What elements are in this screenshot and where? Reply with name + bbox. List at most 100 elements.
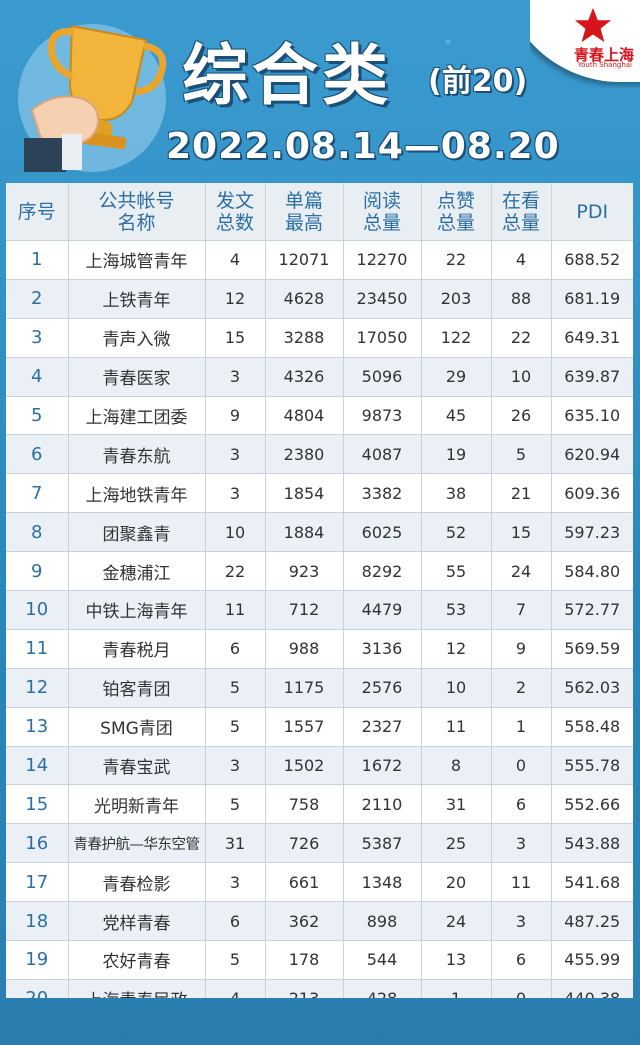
table-row: 15 光明新青年 5 758 2110 31 6 552.66 <box>6 784 633 824</box>
value-cell: 1175 <box>265 667 344 708</box>
value-cell: 3 <box>491 823 552 863</box>
value-cell: 52 <box>421 512 492 552</box>
account-name-cell: 青春检影 <box>68 862 206 902</box>
value-cell: 15 <box>491 512 552 552</box>
value-cell: 2380 <box>265 434 344 474</box>
column-header: 公共帐号 名称 <box>68 183 206 241</box>
value-cell: 558.48 <box>551 706 633 747</box>
account-name-cell: 青春医家 <box>68 356 206 397</box>
value-cell: 23450 <box>343 278 422 319</box>
value-cell: 620.94 <box>551 434 633 474</box>
value-cell: 543.88 <box>551 823 633 863</box>
value-cell: 5 <box>491 434 552 474</box>
value-cell: 584.80 <box>551 551 633 591</box>
date-range: 2022.08.14—08.20 <box>166 126 560 167</box>
column-header-line: PDI <box>576 200 609 223</box>
value-cell: 15 <box>205 317 266 358</box>
table-row: 1 上海城管青年 4 12071 12270 22 4 688.52 <box>6 240 633 280</box>
value-cell: 572.77 <box>551 590 633 630</box>
value-cell: 5387 <box>343 823 422 863</box>
value-cell: 661 <box>265 862 344 902</box>
value-cell: 26 <box>491 395 552 435</box>
value-cell: 562.03 <box>551 667 633 708</box>
table-row: 19 农好青春 5 178 544 13 6 455.99 <box>6 940 633 980</box>
table-body: 1 上海城管青年 4 12071 12270 22 4 688.52 2 上铁青年 12 4628 23… <box>6 240 633 1018</box>
column-header-line: 名称 <box>117 211 156 234</box>
value-cell: 12071 <box>265 240 344 280</box>
column-header: 序号 <box>6 183 69 241</box>
rank-cell: 13 <box>6 706 69 747</box>
account-name-cell: 农好青春 <box>68 940 206 980</box>
column-header-line: 在看 <box>501 189 540 212</box>
value-cell: 6 <box>491 940 552 980</box>
value-cell: 24 <box>421 901 492 941</box>
value-cell: 1 <box>491 706 552 747</box>
column-header-line: 总数 <box>215 211 254 234</box>
account-name-cell: 青春护航—华东空管 <box>68 823 206 863</box>
table-row: 11 青春税月 6 988 3136 12 9 569.59 <box>6 628 633 669</box>
value-cell: 1557 <box>265 706 344 747</box>
value-cell: 4087 <box>343 434 422 474</box>
value-cell: 3 <box>205 434 266 474</box>
value-cell: 712 <box>265 590 344 630</box>
value-cell: 29 <box>421 356 492 397</box>
value-cell: 2576 <box>343 667 422 708</box>
value-cell: 4479 <box>343 590 422 630</box>
value-cell: 45 <box>421 395 492 435</box>
value-cell: 1502 <box>265 745 344 785</box>
rank-cell: 8 <box>6 512 69 552</box>
column-header: 在看 总量 <box>491 183 552 241</box>
table-row: 9 金穗浦江 22 923 8292 55 24 584.80 <box>6 551 633 591</box>
value-cell: 555.78 <box>551 745 633 785</box>
rank-cell: 3 <box>6 317 69 358</box>
header: 综合类 (前20) 2022.08.14—08.20 青春上海 Youth Sh… <box>0 0 640 178</box>
table-row: 8 团聚鑫青 10 1884 6025 52 15 597.23 <box>6 512 633 552</box>
brand-logo-subtext: Youth Shanghai <box>577 61 632 69</box>
value-cell: 4326 <box>265 356 344 397</box>
value-cell: 5 <box>205 706 266 747</box>
value-cell: 2110 <box>343 784 422 824</box>
value-cell: 6 <box>205 901 266 941</box>
value-cell: 13 <box>421 940 492 980</box>
value-cell: 4804 <box>265 395 344 435</box>
value-cell: 7 <box>491 590 552 630</box>
value-cell: 1854 <box>265 473 344 513</box>
value-cell: 10 <box>421 667 492 708</box>
column-header-line: 阅读 <box>362 189 401 212</box>
brand-logo-text: 青春上海 <box>573 46 634 64</box>
value-cell: 635.10 <box>551 395 633 435</box>
value-cell: 3 <box>491 901 552 941</box>
table-row: 14 青春宝武 3 1502 1672 8 0 555.78 <box>6 745 633 785</box>
value-cell: 19 <box>421 434 492 474</box>
value-cell: 9 <box>491 628 552 669</box>
value-cell: 639.87 <box>551 356 633 397</box>
value-cell: 31 <box>421 784 492 824</box>
table-row: 12 铂客青团 5 1175 2576 10 2 562.03 <box>6 667 633 708</box>
ranking-table-container: 序号 公共帐号 名称 发文 总数 单篇 最高 阅读 总量 点赞 总量 在看 总量 PDI 1 上海城管青年 4… <box>6 183 633 1018</box>
account-name-cell: 青春税月 <box>68 628 206 669</box>
account-name-cell: 上海地铁青年 <box>68 473 206 513</box>
value-cell: 4628 <box>265 278 344 319</box>
table-row: 4 青春医家 3 4326 5096 29 10 639.87 <box>6 356 633 397</box>
account-name-cell: 铂客青团 <box>68 667 206 708</box>
value-cell: 3382 <box>343 473 422 513</box>
column-header: 发文 总数 <box>205 183 266 241</box>
value-cell: 2 <box>491 667 552 708</box>
value-cell: 923 <box>265 551 344 591</box>
account-name-cell: 团聚鑫青 <box>68 512 206 552</box>
column-header-line: 公共帐号 <box>98 189 175 212</box>
account-name-cell: 金穗浦江 <box>68 551 206 591</box>
value-cell: 10 <box>205 512 266 552</box>
value-cell: 9 <box>205 395 266 435</box>
value-cell: 53 <box>421 590 492 630</box>
value-cell: 3 <box>205 862 266 902</box>
value-cell: 6 <box>491 784 552 824</box>
value-cell: 1672 <box>343 745 422 785</box>
ranking-table: 序号 公共帐号 名称 发文 总数 单篇 最高 阅读 总量 点赞 总量 在看 总量 PDI 1 上海城管青年 4… <box>6 183 633 1018</box>
value-cell: 31 <box>205 823 266 863</box>
value-cell: 12270 <box>343 240 422 280</box>
account-name-cell: 上铁青年 <box>68 278 206 319</box>
value-cell: 22 <box>421 240 492 280</box>
value-cell: 1884 <box>265 512 344 552</box>
rank-cell: 17 <box>6 862 69 902</box>
